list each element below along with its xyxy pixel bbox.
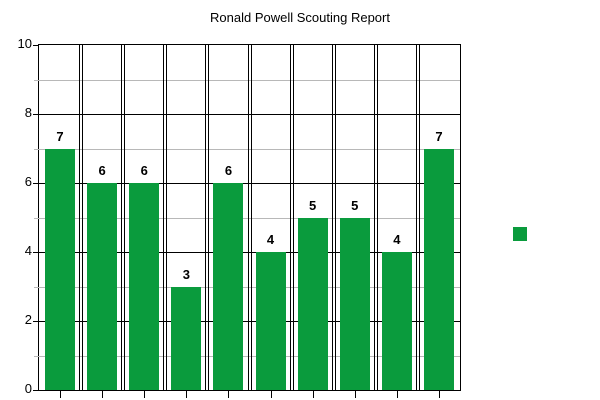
cell-boundary-line	[334, 45, 336, 390]
x-tick	[438, 391, 440, 398]
major-gridline	[39, 252, 460, 253]
bar-value-label: 7	[435, 128, 443, 144]
x-tick	[354, 391, 356, 398]
y-tick	[33, 45, 39, 46]
cell-boundary-line	[121, 45, 123, 390]
bar	[423, 148, 454, 390]
x-tick	[186, 391, 188, 398]
y-axis-label: 2	[24, 312, 32, 327]
y-tick	[33, 252, 39, 253]
cell-boundary-line	[205, 45, 207, 390]
bar	[213, 183, 244, 390]
y-tick	[33, 390, 39, 391]
cell-boundary-line	[250, 45, 252, 390]
y-minor-tick	[34, 79, 39, 81]
bar-value-label: 6	[98, 163, 106, 178]
cell-boundary-line	[415, 45, 417, 390]
bar	[171, 286, 202, 390]
x-tick	[396, 391, 398, 398]
minor-gridline	[39, 286, 460, 288]
y-axis-label: 10	[17, 36, 32, 51]
y-axis-label: 4	[24, 243, 32, 258]
x-tick	[228, 391, 230, 398]
bar-value-label: 3	[182, 266, 190, 282]
major-gridline	[39, 114, 460, 115]
plot-area: 7 6 6 3 6 4 5 5 4 7	[33, 44, 461, 398]
x-tick	[312, 391, 314, 398]
y-minor-tick	[34, 286, 39, 288]
bar-value-label: 4	[393, 232, 401, 247]
y-tick	[33, 321, 39, 322]
bar-value-label: 5	[351, 197, 359, 213]
cell-boundary-line	[289, 45, 291, 390]
bar	[129, 183, 160, 390]
y-minor-tick	[34, 217, 39, 219]
bar	[297, 217, 328, 390]
y-axis-label: 0	[24, 381, 32, 396]
cell-boundary-line	[331, 45, 333, 390]
cell-boundary-line	[418, 45, 420, 390]
cell-boundary-line	[124, 45, 126, 390]
minor-gridline	[39, 355, 460, 357]
bar	[45, 148, 76, 390]
minor-gridline	[39, 79, 460, 81]
bar	[87, 183, 118, 390]
cell-boundary-line	[292, 45, 294, 390]
y-tick	[33, 183, 39, 184]
cell-boundary-line	[208, 45, 210, 390]
bar	[255, 252, 286, 390]
x-tick	[102, 391, 104, 398]
cell-boundary-line	[79, 45, 81, 390]
minor-gridline	[39, 217, 460, 219]
x-tick	[270, 391, 272, 398]
y-axis-label: 8	[24, 105, 32, 120]
bar-value-label: 7	[56, 128, 64, 144]
cell-boundary-line	[373, 45, 375, 390]
legend-marker-square	[513, 227, 527, 241]
major-gridline	[39, 321, 460, 322]
y-minor-tick	[34, 148, 39, 150]
bar-value-label: 5	[309, 197, 317, 213]
bar-value-label: 4	[266, 232, 275, 247]
cell-boundary-line	[166, 45, 168, 390]
cell-boundary-line	[247, 45, 249, 390]
cell-boundary-line	[163, 45, 165, 390]
cell-boundary-line	[82, 45, 84, 390]
y-axis-label: 6	[24, 174, 32, 189]
x-tick	[60, 391, 62, 398]
bar	[381, 252, 412, 390]
y-tick	[33, 114, 39, 115]
bar-value-label: 6	[224, 163, 233, 178]
chart-title: Ronald Powell Scouting Report	[210, 10, 390, 25]
major-gridline	[39, 183, 460, 184]
y-minor-tick	[34, 355, 39, 357]
minor-gridline	[39, 148, 460, 150]
bar-value-label: 6	[140, 163, 148, 178]
x-tick	[144, 391, 146, 398]
cell-boundary-line	[376, 45, 378, 390]
bar	[339, 217, 370, 390]
